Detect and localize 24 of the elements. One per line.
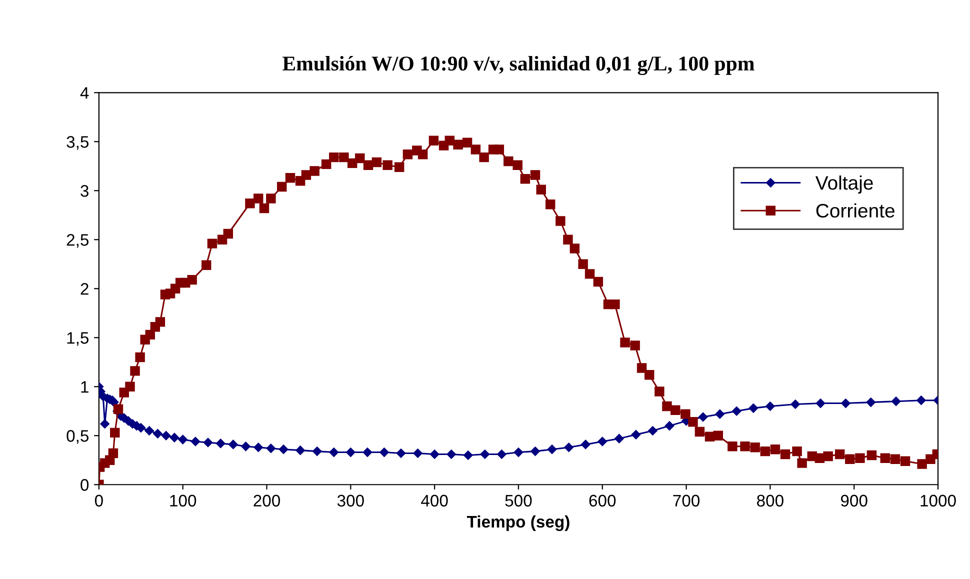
x-tick-label: 600 — [589, 494, 616, 507]
x-tick-label: 100 — [170, 494, 196, 507]
x-tick-label: 900 — [840, 494, 868, 507]
x-tick-label: 0 — [94, 494, 103, 507]
x-tick-label: 1000 — [920, 494, 956, 507]
y-tick-label: 0,5 — [66, 430, 89, 444]
y-tick-label: 2 — [80, 283, 88, 295]
y-tick-label: 0 — [80, 479, 89, 491]
x-tick-label: 300 — [337, 494, 364, 507]
legend-label: Corriente — [816, 203, 894, 218]
x-tick-label: 200 — [254, 494, 280, 507]
legend-label: Voltaje — [815, 175, 873, 194]
y-tick-label: 3 — [80, 185, 88, 197]
chart-title: Emulsión W/O 10:90 v/v, salinidad 0,01 g/L, 100 ppm — [282, 56, 754, 76]
y-tick-label: 3,5 — [66, 136, 89, 150]
y-tick-label: 1 — [81, 381, 88, 393]
y-tick-label: 4 — [80, 87, 89, 99]
x-axis-title: Tiempo (seg) — [466, 515, 570, 532]
x-tick-label: 700 — [673, 494, 700, 507]
x-tick-label: 400 — [421, 494, 448, 507]
x-tick-label: 800 — [757, 494, 784, 507]
y-tick-label: 2,5 — [66, 234, 89, 248]
x-tick-label: 500 — [505, 494, 532, 507]
y-tick-label: 1,5 — [67, 332, 89, 346]
